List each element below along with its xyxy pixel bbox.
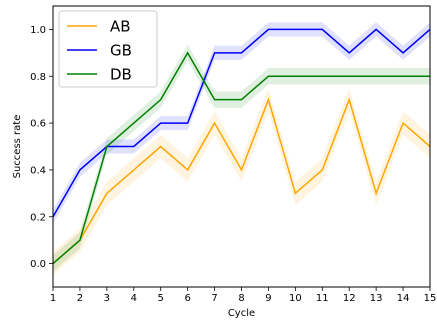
x-tick-label: 11: [316, 293, 329, 304]
y-tick-label: 0.4: [30, 165, 46, 176]
series-line-gb: [52, 28, 431, 218]
x-tick-label: 6: [184, 293, 190, 304]
series-lines: [52, 28, 431, 265]
x-tick-label: 2: [77, 293, 83, 304]
y-tick-label: 0.0: [30, 259, 46, 270]
x-axis-label: Cycle: [228, 308, 255, 319]
y-tick-label: 0.6: [30, 119, 46, 130]
y-tick-label: 0.2: [30, 212, 46, 223]
x-tick-label: 12: [343, 293, 356, 304]
legend: AB GB DB: [58, 10, 158, 88]
x-tick-label: 13: [370, 293, 383, 304]
legend-label-db: DB: [110, 66, 132, 84]
x-axis: 1 2 3 4 5 6 7 8 9 10 11 12 13 14 15: [50, 287, 437, 304]
x-tick-label: 8: [238, 293, 244, 304]
x-tick-label: 15: [424, 293, 437, 304]
y-axis-label: Success rate: [12, 115, 23, 179]
x-tick-label: 9: [265, 293, 271, 304]
x-tick-label: 5: [158, 293, 164, 304]
x-tick-label: 7: [211, 293, 217, 304]
legend-box: [58, 10, 158, 88]
x-tick-label: 4: [131, 293, 137, 304]
legend-label-gb: GB: [110, 42, 132, 60]
y-axis: 0.0 0.2 0.4 0.6 0.8 1.0: [30, 25, 53, 270]
x-tick-label: 10: [289, 293, 302, 304]
x-tick-label: 14: [397, 293, 410, 304]
legend-label-ab: AB: [110, 18, 131, 36]
x-tick-label: 1: [50, 293, 56, 304]
y-tick-label: 1.0: [30, 25, 46, 36]
x-tick-label: 3: [104, 293, 110, 304]
y-tick-label: 0.8: [30, 72, 46, 83]
series-line-db: [52, 51, 430, 265]
series-line-ab: [52, 97, 431, 265]
